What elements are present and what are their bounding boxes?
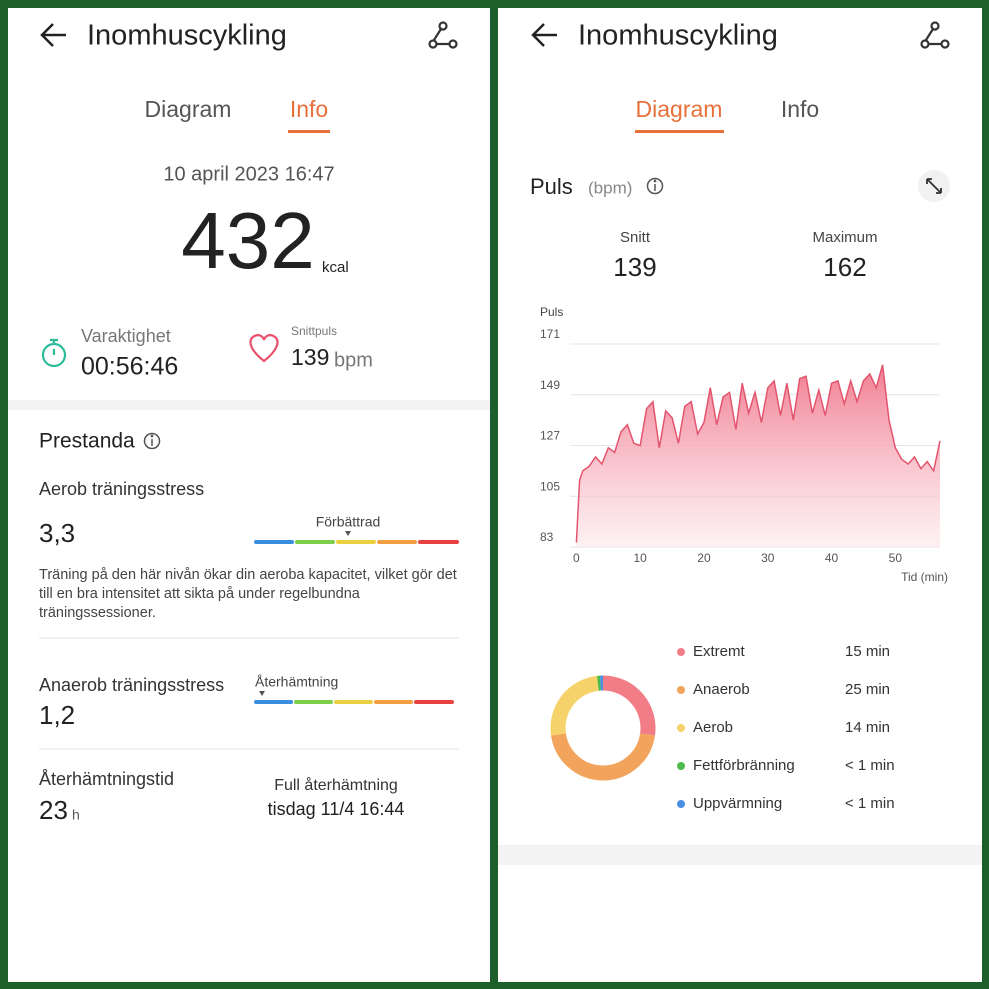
section-title: Prestanda bbox=[39, 430, 135, 453]
expand-button[interactable] bbox=[918, 170, 950, 202]
legend-dot bbox=[677, 762, 685, 770]
donut-slice bbox=[602, 675, 656, 736]
title: Inomhuscykling bbox=[578, 20, 778, 52]
avg-pulse-unit: bpm bbox=[334, 349, 373, 371]
recovery-title: Återhämtningstid bbox=[39, 769, 174, 789]
anaerobic-level: Återhämtning bbox=[255, 674, 338, 690]
aerobic-description: Träning på den här nivån ökar din aeroba… bbox=[39, 567, 457, 621]
area bbox=[576, 364, 940, 547]
legend-label: Uppvärmning bbox=[693, 795, 782, 812]
x-tick-label: 30 bbox=[761, 551, 775, 565]
calories-unit: kcal bbox=[322, 259, 349, 276]
tab-underline bbox=[635, 130, 724, 133]
value-label: < 1 min bbox=[845, 757, 895, 774]
anaerobic-title: Anaerob träningsstress bbox=[39, 675, 224, 695]
x-tick-label: 10 bbox=[633, 551, 647, 565]
anaerobic-value: 1,2 bbox=[39, 700, 75, 730]
full-recovery-value: tisdag 11/4 16:44 bbox=[268, 799, 405, 819]
tab[interactable]: Info bbox=[781, 96, 819, 122]
tab-underline bbox=[288, 130, 330, 133]
y-tick-label: 127 bbox=[540, 429, 560, 443]
x-tick-label: 20 bbox=[697, 551, 711, 565]
value-label: 15 min bbox=[845, 643, 890, 660]
y-axis-label: Puls bbox=[540, 305, 563, 319]
recovery-value: 23 bbox=[39, 795, 68, 825]
date: 10 april 2023 16:47 bbox=[163, 163, 334, 185]
title: Inomhuscykling bbox=[87, 20, 287, 52]
aerobic-title: Aerob träningsstress bbox=[39, 479, 204, 499]
route-icon[interactable] bbox=[920, 21, 950, 49]
y-tick-label: 171 bbox=[540, 327, 560, 341]
x-tick-label: 0 bbox=[573, 551, 580, 565]
x-tick-label: 40 bbox=[825, 551, 839, 565]
max-value: 162 bbox=[823, 252, 866, 282]
duration-value: 00:56:46 bbox=[81, 353, 178, 381]
avg-label: Snitt bbox=[620, 229, 651, 246]
separator bbox=[498, 845, 982, 865]
max-label: Maximum bbox=[812, 229, 877, 246]
heart-icon bbox=[249, 334, 279, 363]
duration-label: Varaktighet bbox=[81, 326, 171, 346]
tab-active[interactable]: Diagram bbox=[636, 96, 723, 122]
legend-dot bbox=[677, 724, 685, 732]
legend-label: Fettförbränning bbox=[693, 757, 795, 774]
donut-slice bbox=[551, 732, 655, 781]
left-panel bbox=[8, 8, 490, 982]
full-recovery-label: Full återhämtning bbox=[274, 776, 398, 794]
value-label: 25 min bbox=[845, 681, 890, 698]
back-button[interactable] bbox=[531, 23, 557, 47]
legend-label: Extremt bbox=[693, 643, 746, 660]
legend-dot bbox=[677, 800, 685, 808]
tab[interactable]: Diagram bbox=[145, 96, 232, 122]
y-tick-label: 149 bbox=[540, 378, 560, 392]
avg-pulse-label: Snittpuls bbox=[291, 324, 337, 338]
value-label: 14 min bbox=[845, 719, 890, 736]
avg-pulse-value: 139 bbox=[291, 344, 329, 370]
section-title: Puls bbox=[530, 174, 573, 199]
aerobic-level: Förbättrad bbox=[316, 514, 381, 530]
separator bbox=[8, 400, 490, 410]
donut-slice bbox=[550, 675, 600, 736]
unit: (bpm) bbox=[588, 178, 632, 197]
level-marker bbox=[345, 531, 351, 536]
info-icon[interactable] bbox=[143, 432, 161, 450]
legend-label: Anaerob bbox=[693, 681, 750, 698]
route-icon[interactable] bbox=[428, 21, 458, 49]
y-tick-label: 83 bbox=[540, 530, 554, 544]
aerobic-value: 3,3 bbox=[39, 518, 75, 548]
value-label: < 1 min bbox=[845, 795, 895, 812]
legend-dot bbox=[677, 686, 685, 694]
avg-value: 139 bbox=[613, 252, 656, 282]
tab-active[interactable]: Info bbox=[290, 96, 328, 122]
stopwatch-icon bbox=[41, 338, 67, 368]
line bbox=[575, 364, 941, 543]
calories: 432 bbox=[181, 196, 314, 285]
legend-label: Aerob bbox=[693, 719, 733, 736]
level-marker bbox=[259, 691, 265, 696]
x-tick-label: 50 bbox=[889, 551, 903, 565]
x-axis-label: Tid (min) bbox=[901, 570, 948, 584]
y-tick-label: 105 bbox=[540, 479, 560, 493]
info-icon[interactable] bbox=[646, 177, 664, 195]
legend-dot bbox=[677, 648, 685, 656]
back-button[interactable] bbox=[40, 23, 66, 47]
recovery-unit: h bbox=[72, 807, 80, 823]
